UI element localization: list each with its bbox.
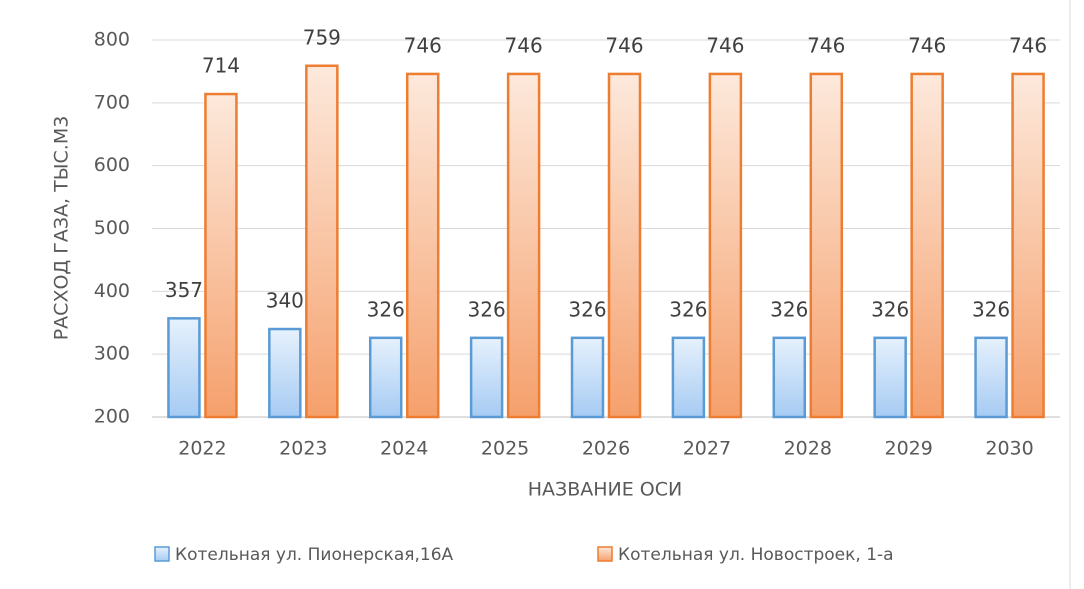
data-label: 714 (202, 54, 240, 78)
bar (167, 317, 201, 419)
y-tick-label: 700 (94, 91, 130, 113)
bar (570, 336, 605, 419)
data-label: 746 (505, 33, 543, 57)
bar (873, 336, 907, 419)
legend-swatch (597, 546, 613, 562)
y-tick-label: 600 (94, 154, 130, 176)
bar (405, 72, 440, 419)
bar (809, 72, 844, 419)
bar (506, 72, 541, 419)
x-axis-label: НАЗВАНИЕ ОСИ (528, 479, 682, 501)
data-label: 746 (908, 33, 946, 57)
data-label: 340 (266, 289, 304, 313)
bar (469, 336, 504, 419)
bar (305, 64, 339, 419)
bar (368, 336, 403, 419)
data-label: 326 (972, 297, 1010, 321)
data-label: 326 (568, 297, 606, 321)
data-label: 759 (303, 25, 341, 49)
x-tick-label: 2026 (582, 438, 630, 460)
y-tick-label: 400 (94, 280, 130, 302)
data-label: 746 (404, 33, 442, 57)
x-tick-label: 2030 (985, 438, 1033, 460)
bar (974, 336, 1008, 419)
legend-label: Котельная ул. Пионерская,16А (175, 545, 454, 565)
bar (1011, 72, 1045, 419)
x-tick-label: 2024 (380, 438, 428, 460)
data-label: 746 (605, 33, 643, 57)
data-label: 326 (669, 297, 707, 321)
y-axis-label: РАСХОД ГАЗА, ТЫС.М3 (51, 116, 73, 341)
y-tick-label: 800 (94, 29, 130, 51)
legend-swatch (154, 546, 170, 562)
bar (708, 72, 743, 419)
y-tick-label: 300 (94, 343, 130, 365)
data-label: 357 (165, 278, 203, 302)
data-label: 746 (706, 33, 744, 57)
x-tick-label: 2028 (784, 438, 832, 460)
y-tick-label: 200 (94, 406, 130, 428)
x-tick-label: 2023 (279, 438, 327, 460)
y-tick-label: 500 (94, 217, 130, 239)
data-label: 746 (807, 33, 845, 57)
data-label: 326 (468, 297, 506, 321)
data-label: 746 (1009, 33, 1047, 57)
x-tick-label: 2027 (683, 438, 731, 460)
x-tick-label: 2029 (884, 438, 932, 460)
data-label: 326 (871, 297, 909, 321)
bar (607, 72, 642, 419)
data-label: 326 (367, 297, 405, 321)
bar (910, 72, 944, 419)
x-tick-label: 2025 (481, 438, 529, 460)
data-label: 326 (770, 297, 808, 321)
x-tick-label: 2022 (178, 438, 226, 460)
bar (772, 336, 807, 419)
bar (204, 92, 238, 419)
bar (671, 336, 706, 419)
legend-label: Котельная ул. Новостроек, 1-а (618, 545, 894, 565)
bar (268, 327, 302, 419)
